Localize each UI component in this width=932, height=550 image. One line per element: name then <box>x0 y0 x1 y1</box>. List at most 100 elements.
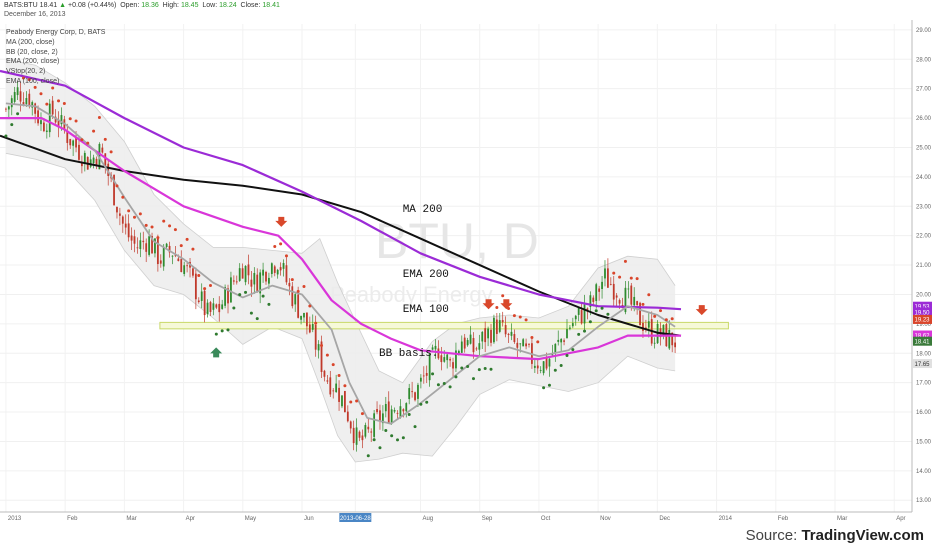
close-label: Close: <box>240 2 261 9</box>
candle-body <box>443 357 446 362</box>
candle-body <box>270 263 273 275</box>
candle-body <box>466 340 469 346</box>
candle-body <box>571 323 574 327</box>
candle-body <box>358 431 361 438</box>
candle-body <box>639 302 641 326</box>
time-tick-label: 2013 <box>8 516 22 522</box>
high-value: 18.45 <box>180 2 199 9</box>
candle-body <box>285 265 288 283</box>
candle-body <box>273 266 276 273</box>
candle-body <box>165 243 168 247</box>
candle-body <box>364 424 367 437</box>
vstop-dot-down <box>664 318 668 322</box>
vstop-dot-up <box>407 413 411 417</box>
candle-body <box>472 338 475 353</box>
vstop-dot-down <box>103 137 107 141</box>
candle-body <box>563 340 565 342</box>
vstop-dot-down <box>512 314 516 318</box>
vstop-dot-down <box>641 302 645 306</box>
line-annotations: MA 200 EMA 200 EMA 100 BB basis. <box>379 204 449 360</box>
candle-body <box>425 373 428 376</box>
candle-body <box>513 334 516 343</box>
candle-body <box>525 343 527 347</box>
candle-body <box>376 409 378 413</box>
candle-body <box>516 342 519 348</box>
vstop-dot-up <box>413 425 417 429</box>
vstop-dot-down <box>670 317 674 321</box>
candle-body <box>612 283 615 300</box>
vstop-dot-down <box>501 294 505 298</box>
candle-body <box>431 347 434 350</box>
candle-body <box>159 260 162 264</box>
vstop-dot-down <box>115 184 119 188</box>
vstop-dot-up <box>466 365 470 369</box>
watermark-name: Peabody Energy <box>330 282 493 307</box>
vstop-dot-down <box>208 283 212 287</box>
candle-body <box>542 361 545 374</box>
legend-item[interactable]: EMA (100, close) <box>6 77 60 85</box>
low-value: 18.24 <box>219 2 237 9</box>
candle-body <box>434 345 437 350</box>
price-label-badge <box>913 301 932 311</box>
vstop-dot-down <box>320 344 324 348</box>
price-label-badge <box>913 330 932 340</box>
price-tick-label: 18.00 <box>916 351 932 357</box>
vstop-dots <box>4 76 674 458</box>
candle-body <box>419 377 422 382</box>
candle-body <box>121 216 124 224</box>
vstop-dot-down <box>45 102 49 106</box>
candle-body <box>539 369 542 371</box>
price-label-text: 18.62 <box>915 333 931 339</box>
candle-body <box>247 264 250 276</box>
time-axis[interactable]: 2013 Feb Mar Apr May Jun 2013-06-28 Aug Sep Oct No… <box>0 511 912 522</box>
line-annotation: EMA 200 <box>403 269 449 281</box>
candle-body <box>314 325 317 350</box>
legend-item[interactable]: BB (20, close, 2) <box>6 48 58 56</box>
candle-body <box>244 265 247 283</box>
vstop-dot-down <box>314 321 318 325</box>
price-axis[interactable]: 13.00 14.00 15.00 16.00 17.00 18.00 19.00 20.00… <box>911 20 932 512</box>
candle-body <box>148 236 151 255</box>
candle-body <box>408 388 411 400</box>
candle-body <box>168 245 171 253</box>
candle-body <box>440 355 443 363</box>
legend-item[interactable]: Peabody Energy Corp, D, BATS <box>6 29 106 36</box>
candle-body <box>344 391 346 413</box>
vstop-dot-down <box>659 309 663 313</box>
vstop-dot-down <box>191 247 195 251</box>
legend-item[interactable]: MA (200, close) <box>6 38 55 46</box>
candle-body <box>484 328 487 343</box>
tradingview-brand[interactable]: TradingView.com <box>801 527 924 544</box>
vstop-dot-down <box>68 117 72 121</box>
vstop-dot-down <box>62 102 66 106</box>
vstop-dot-down <box>530 335 534 339</box>
candle-body <box>630 285 633 305</box>
candle-body <box>671 332 674 346</box>
legend-item[interactable]: VStop(20, 2) <box>6 68 46 76</box>
candle-body <box>405 403 408 412</box>
vstop-dot-up <box>565 354 569 358</box>
vstop-dot-up <box>571 348 575 352</box>
candle-body <box>381 413 384 424</box>
candle-body <box>604 268 606 279</box>
vstop-dot-up <box>577 332 581 336</box>
candle-body <box>399 406 402 417</box>
candle-body <box>282 263 285 269</box>
vstop-dot-down <box>39 92 43 96</box>
candle-body <box>206 302 209 315</box>
time-tick-label: Nov <box>600 516 611 522</box>
vstop-dot-down <box>27 78 31 82</box>
candle-body <box>297 294 300 318</box>
legend-item[interactable]: EMA (200, close) <box>6 58 60 66</box>
signal-arrows <box>210 216 708 358</box>
vstop-dot-down <box>197 274 201 278</box>
symbol-header: BATS:BTU 18.41 ▲ +0.08 (+0.44%) Open: 18… <box>4 2 280 9</box>
vstop-dot-down <box>337 373 341 377</box>
candle-body <box>48 103 51 133</box>
candle-body <box>615 295 618 298</box>
vstop-dot-down <box>360 412 364 416</box>
time-tick-label: May <box>245 516 256 522</box>
candle-body <box>598 288 601 292</box>
candle-body <box>607 268 609 288</box>
